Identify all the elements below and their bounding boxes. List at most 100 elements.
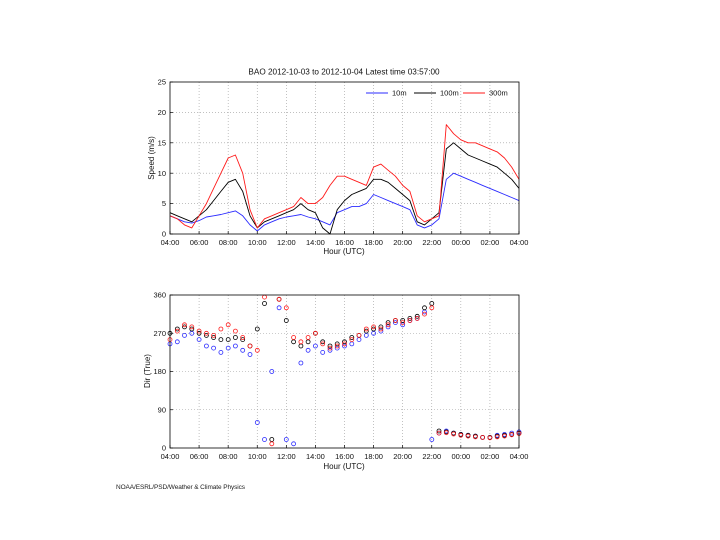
point-100m	[189, 326, 195, 332]
point-300m	[203, 330, 209, 336]
point-10m	[349, 341, 355, 347]
point-10m	[283, 437, 289, 442]
point-300m	[429, 305, 435, 311]
point-300m	[400, 320, 406, 326]
direction-series	[167, 294, 522, 447]
x-tick-label: 16:00	[335, 452, 354, 461]
point-10m	[291, 441, 297, 447]
x-tick-label: 14:00	[306, 238, 325, 247]
point-100m	[407, 315, 413, 321]
point-100m	[174, 326, 180, 332]
point-100m	[262, 301, 267, 306]
speed-plot-frame	[169, 81, 520, 235]
point-300m	[320, 341, 326, 347]
point-100m	[334, 341, 340, 347]
point-10m	[276, 305, 282, 311]
x-tick-label: 00:00	[451, 238, 470, 247]
point-300m	[392, 318, 398, 323]
point-300m	[189, 324, 195, 330]
x-tick-label: 14:00	[306, 452, 325, 461]
point-300m	[472, 434, 478, 440]
x-tick-label: 08:00	[219, 452, 238, 461]
point-10m	[320, 349, 326, 355]
point-100m	[196, 330, 202, 336]
point-10m	[174, 339, 180, 345]
point-300m	[269, 441, 275, 447]
x-tick-label: 18:00	[364, 452, 383, 461]
point-100m	[232, 335, 238, 340]
point-300m	[174, 328, 180, 334]
direction-x-label: Hour (UTC)	[323, 462, 365, 471]
point-100m	[291, 339, 297, 345]
y-tick-label: 15	[158, 138, 166, 147]
point-300m	[254, 347, 260, 353]
credit-text: NOAA/ESRL/PSD/Weather & Climate Physics	[116, 484, 245, 491]
point-300m	[356, 332, 362, 338]
point-300m	[414, 315, 420, 321]
point-300m	[225, 322, 231, 328]
point-10m	[232, 343, 238, 349]
point-300m	[436, 430, 442, 436]
point-10m	[363, 332, 369, 338]
point-300m	[240, 335, 246, 340]
point-100m	[283, 318, 289, 323]
point-10m	[196, 337, 202, 343]
x-tick-label: 02:00	[481, 238, 500, 247]
point-10m	[182, 332, 187, 338]
point-10m	[269, 369, 275, 374]
point-300m	[327, 345, 333, 351]
direction-y-label: Dir (True)	[143, 354, 152, 388]
y-tick-label: 25	[158, 78, 166, 87]
point-300m	[451, 431, 457, 437]
x-tick-label: 22:00	[422, 452, 441, 461]
point-300m	[349, 337, 355, 343]
y-tick-label: 270	[153, 329, 166, 338]
series-line-300m	[169, 124, 520, 229]
point-100m	[363, 328, 369, 334]
point-10m	[298, 360, 304, 366]
point-100m	[400, 318, 406, 323]
point-100m	[203, 332, 209, 338]
point-300m	[334, 343, 340, 349]
x-tick-label: 12:00	[277, 452, 296, 461]
point-10m	[211, 345, 217, 351]
point-10m	[254, 420, 260, 425]
point-100m	[327, 343, 333, 349]
direction-panel: 04:00 06:00 08:00 10:00 12:00 14:00 16:00 18:00…	[143, 291, 528, 471]
point-300m	[232, 328, 238, 334]
point-300m	[283, 305, 289, 311]
series-line-10m	[169, 172, 520, 232]
point-300m	[378, 326, 384, 332]
x-tick-label: 04:00	[510, 238, 529, 247]
speed-panel: BAO 2012-10-03 to 2012-10-04 Latest time…	[147, 68, 528, 257]
x-tick-label: 06:00	[190, 238, 209, 247]
point-300m	[262, 294, 267, 300]
x-tick-label: 06:00	[190, 452, 209, 461]
point-100m	[254, 326, 260, 332]
x-tick-label: 00:00	[451, 452, 470, 461]
y-tick-label: 10	[158, 169, 166, 178]
x-tick-label: 10:00	[248, 452, 267, 461]
x-tick-label: 12:00	[277, 238, 296, 247]
legend-label-10m: 10m	[392, 89, 407, 98]
legend-label-300m: 300m	[489, 89, 508, 98]
point-10m	[262, 437, 267, 442]
y-tick-label: 360	[153, 291, 166, 300]
y-tick-label: 5	[162, 199, 166, 208]
point-100m	[436, 428, 442, 434]
y-tick-label: 90	[158, 405, 166, 414]
y-tick-label: 20	[158, 108, 166, 117]
series-line-100m	[169, 142, 520, 235]
point-100m	[305, 339, 311, 345]
point-10m	[203, 343, 209, 349]
point-100m	[378, 324, 384, 330]
y-tick-label: 0	[162, 230, 166, 239]
speed-series	[169, 124, 520, 235]
speed-ticks: 04:00 06:00 08:00 10:00 12:00 14:00 16:00 18:00…	[158, 78, 529, 247]
point-300m	[371, 324, 377, 330]
x-tick-label: 08:00	[219, 238, 238, 247]
point-100m	[269, 437, 275, 442]
point-300m	[342, 341, 347, 347]
x-tick-label: 20:00	[393, 452, 412, 461]
point-300m	[480, 434, 486, 440]
